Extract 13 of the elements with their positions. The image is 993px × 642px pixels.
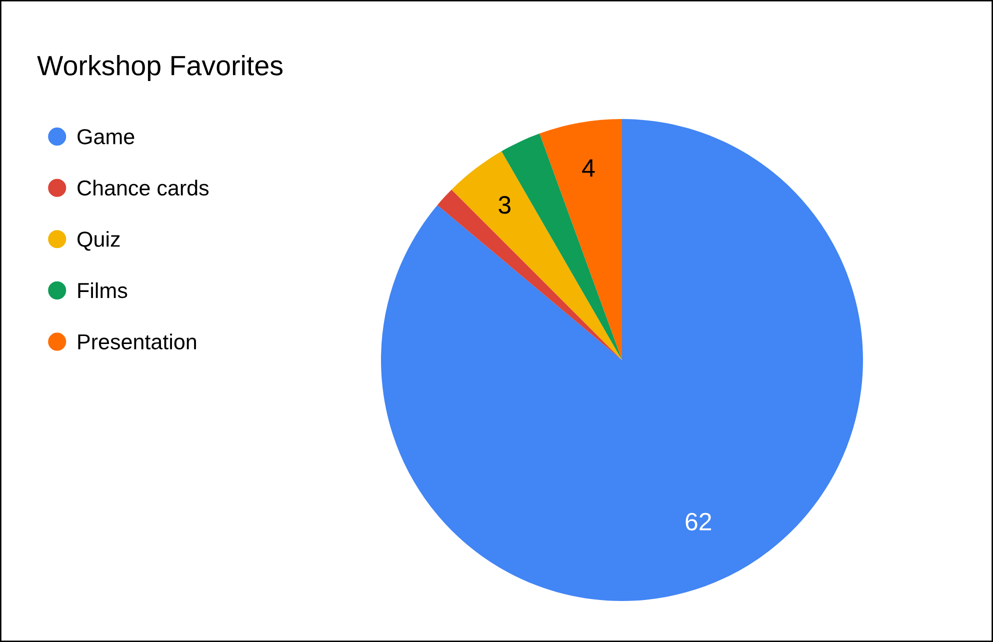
data-label: 4	[582, 159, 595, 177]
pie-slice	[381, 119, 863, 601]
pie-slice	[452, 151, 622, 360]
data-label: 62	[686, 512, 712, 531]
pie-slice	[437, 190, 622, 360]
legend-label: Game	[78, 129, 134, 144]
data-label: 3	[498, 196, 510, 214]
legend-label: Chance cards	[78, 180, 209, 196]
legend-label: Presentation	[78, 334, 196, 350]
legend-label: Quiz	[78, 231, 120, 251]
chart-title: Workshop Favorites	[37, 55, 282, 81]
pie-slice	[540, 119, 622, 360]
legend-label: Films	[78, 282, 128, 298]
